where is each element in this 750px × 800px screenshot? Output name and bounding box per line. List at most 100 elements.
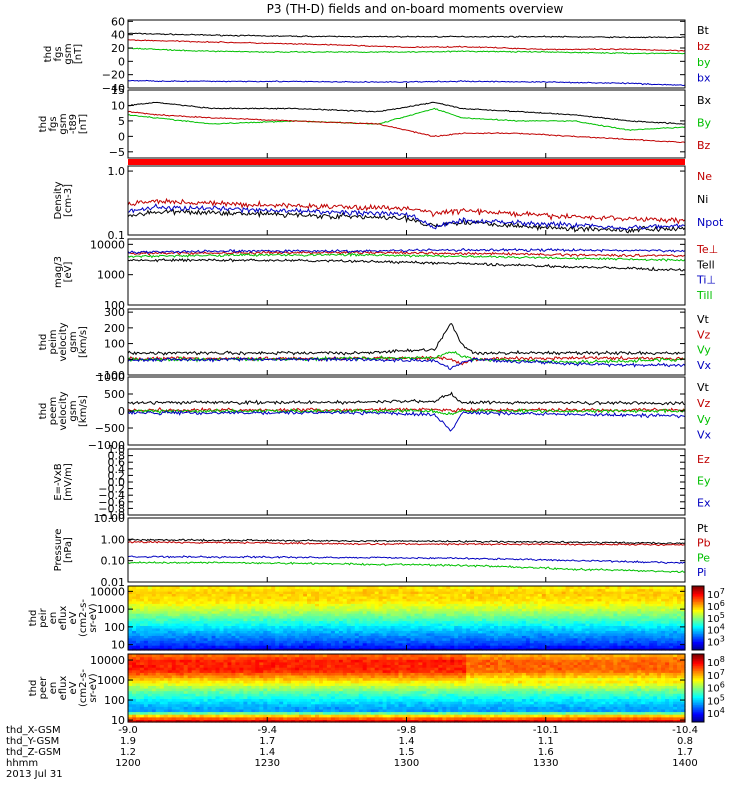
spectrogram-peir-en-eflux-cell xyxy=(259,590,264,594)
spectrogram-peir-en-eflux-cell xyxy=(139,603,145,607)
spectrogram-peir-en-eflux-colorbar-label: 106 xyxy=(707,599,725,613)
spectrogram-peir-en-eflux-cell xyxy=(342,610,348,614)
spectrogram-peir-en-eflux-cell xyxy=(132,605,137,609)
spectrogram-peer-en-eflux-cell xyxy=(275,690,280,694)
spectrogram-peir-en-eflux-cell xyxy=(406,637,412,641)
spectrogram-peir-en-eflux-cell xyxy=(593,593,599,597)
spectrogram-peir-en-eflux-cell xyxy=(617,642,622,646)
spectrogram-peer-en-eflux-cell xyxy=(251,659,256,663)
spectrogram-peer-en-eflux-cell xyxy=(203,659,209,663)
spectrogram-peir-en-eflux-cell xyxy=(553,598,559,602)
spectrogram-peir-en-eflux-cell xyxy=(422,586,427,590)
spectrogram-peir-en-eflux-cell xyxy=(179,645,185,649)
spectrogram-peir-en-eflux-cell xyxy=(593,640,599,644)
spectrogram-peir-en-eflux-cell xyxy=(569,595,575,599)
spectrogram-peir-en-eflux-cell xyxy=(422,645,427,649)
spectrogram-peer-en-eflux-cell xyxy=(255,701,260,705)
spectrogram-peer-en-eflux-cell xyxy=(155,690,161,694)
spectrogram-peer-en-eflux-cell xyxy=(239,719,244,723)
spectrogram-peir-en-eflux-cell xyxy=(521,610,527,614)
spectrogram-peir-en-eflux-cell xyxy=(132,590,137,594)
spectrogram-peir-en-eflux-cell xyxy=(287,620,292,624)
panel-density-ylabel-0: Density xyxy=(53,181,64,219)
spectrogram-peir-en-eflux-cell xyxy=(589,603,595,607)
spectrogram-peir-en-eflux-cell xyxy=(613,600,618,604)
spectrogram-peir-en-eflux-cell xyxy=(677,613,682,617)
spectrogram-peir-en-eflux-cell xyxy=(330,620,336,624)
spectrogram-peer-en-eflux-cell xyxy=(211,661,217,665)
spectrogram-peer-en-eflux-cell xyxy=(271,654,276,658)
spectrogram-peir-en-eflux-cell xyxy=(509,590,515,594)
spectrogram-peir-en-eflux-cell xyxy=(143,610,149,614)
spectrogram-peir-en-eflux-cell xyxy=(263,637,268,641)
spectrogram-peir-en-eflux-cell xyxy=(175,625,181,629)
spectrogram-peir-en-eflux-cell xyxy=(665,600,670,604)
spectrogram-peir-en-eflux-cell xyxy=(231,627,236,631)
spectrogram-peir-en-eflux-cell xyxy=(549,618,555,622)
spectrogram-peir-en-eflux-cell xyxy=(394,610,400,614)
spectrogram-peir-en-eflux-cell xyxy=(128,593,133,597)
spectrogram-peer-en-eflux-cell xyxy=(151,667,157,671)
spectrogram-peer-en-eflux-cell xyxy=(267,703,272,707)
panel-fgs-gsm-t89-ytick-label: 0 xyxy=(118,130,125,143)
spectrogram-peer-en-eflux-cell xyxy=(187,708,193,713)
spectrogram-peir-en-eflux-cell xyxy=(259,630,264,634)
spectrogram-peir-en-eflux-cell xyxy=(215,625,221,629)
spectrogram-peir-en-eflux-cell xyxy=(442,605,447,609)
spectrogram-peer-en-eflux-cell xyxy=(132,680,137,684)
spectrogram-peir-en-eflux-cell xyxy=(263,605,268,609)
spectrogram-peer-en-eflux-cell xyxy=(167,714,173,718)
panel-fgs-gsm-t89-ytick-label: 15 xyxy=(111,84,125,97)
spectrogram-peir-en-eflux-cell xyxy=(319,610,324,614)
spectrogram-peir-en-eflux-cell xyxy=(311,632,316,636)
spectrogram-peir-en-eflux-cell xyxy=(629,605,634,609)
panel-peim-velocity-ytick-label: 100 xyxy=(104,338,125,351)
spectrogram-peir-en-eflux-cell xyxy=(470,600,475,604)
spectrogram-peir-en-eflux-cell xyxy=(263,642,268,646)
spectrogram-peir-en-eflux-cell xyxy=(681,598,686,602)
spectrogram-peer-en-eflux-cell xyxy=(235,708,240,713)
spectrogram-peir-en-eflux-cell xyxy=(175,642,181,646)
spectrogram-peir-en-eflux-cell xyxy=(179,637,185,641)
spectrogram-peir-en-eflux-cell xyxy=(398,647,404,651)
spectrogram-peer-en-eflux-cell xyxy=(275,695,280,699)
spectrogram-peir-en-eflux-cell xyxy=(426,590,431,594)
spectrogram-peir-en-eflux-cell xyxy=(525,610,531,614)
spectrogram-peir-en-eflux-cell xyxy=(549,605,555,609)
spectrogram-peir-en-eflux-cell xyxy=(498,610,503,614)
spectrogram-peir-en-eflux-cell xyxy=(311,642,316,646)
spectrogram-peer-en-eflux-cell xyxy=(243,708,248,713)
spectrogram-peir-en-eflux-cell xyxy=(132,593,137,597)
spectrogram-peir-en-eflux-cell xyxy=(593,647,599,651)
spectrogram-peir-en-eflux-cell xyxy=(609,608,614,612)
spectrogram-peir-en-eflux-cell xyxy=(307,630,312,634)
spectrogram-peir-en-eflux-cell xyxy=(271,635,276,639)
spectrogram-peir-en-eflux-cell xyxy=(617,600,622,604)
spectrogram-peir-en-eflux-cell xyxy=(315,632,320,636)
spectrogram-peer-en-eflux-cell xyxy=(155,664,161,668)
panel-pressure-ylabel-1: [nPa] xyxy=(63,537,74,563)
spectrogram-peir-en-eflux-cell xyxy=(167,618,173,622)
spectrogram-peir-en-eflux-cell xyxy=(147,608,153,612)
spectrogram-peir-en-eflux-cell xyxy=(191,642,197,646)
spectrogram-peer-en-eflux-cell xyxy=(215,719,221,723)
spectrogram-peir-en-eflux-cell xyxy=(239,642,244,646)
spectrogram-peir-en-eflux-cell xyxy=(533,635,539,639)
spectrogram-peir-en-eflux-cell xyxy=(585,603,591,607)
spectrogram-peir-en-eflux-cell xyxy=(163,632,169,636)
spectrogram-peir-en-eflux-cell xyxy=(509,615,515,619)
spectrogram-peir-en-eflux-cell xyxy=(322,586,328,590)
spectrogram-peir-en-eflux-cell xyxy=(295,615,300,619)
spectrogram-peer-en-eflux-cell xyxy=(195,719,201,723)
spectrogram-peir-en-eflux-cell xyxy=(132,637,137,641)
spectrogram-peir-en-eflux-cell xyxy=(589,615,595,619)
spectrogram-peir-en-eflux-cell xyxy=(279,625,284,629)
spectrogram-peir-en-eflux-cell xyxy=(334,608,340,612)
spectrogram-peir-en-eflux-cell xyxy=(617,622,622,626)
spectrogram-peir-en-eflux-cell xyxy=(350,630,356,634)
spectrogram-peir-en-eflux-cell xyxy=(322,627,328,631)
spectrogram-peer-en-eflux-cell xyxy=(203,708,209,713)
spectrogram-peir-en-eflux-cell xyxy=(271,637,276,641)
spectrogram-peir-en-eflux-cell xyxy=(430,603,435,607)
spectrogram-peir-en-eflux-cell xyxy=(649,613,654,617)
